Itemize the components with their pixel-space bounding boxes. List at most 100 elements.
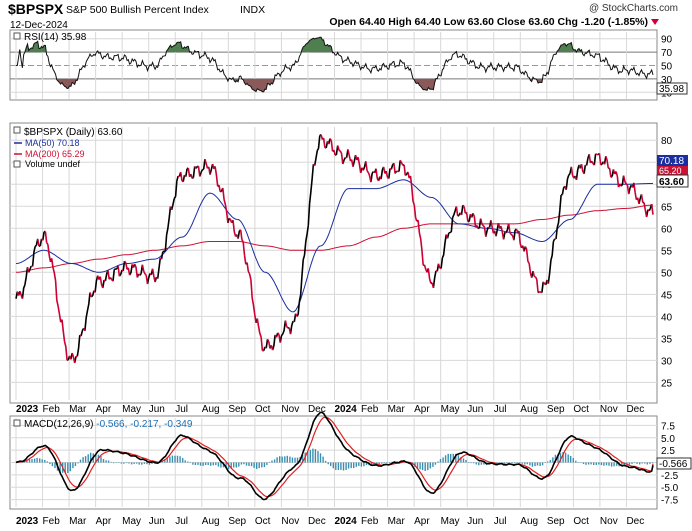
macd-histogram-bar xyxy=(432,462,434,467)
macd-histogram-bar xyxy=(536,462,539,466)
date-axis-bottom: 2023 Feb Mar Apr May Jun Jul Aug Sep Oct Nov Dec 202… xyxy=(16,516,644,527)
macd-histogram-bar xyxy=(176,455,179,463)
rsi-legend-swatch xyxy=(13,32,21,40)
price-tick-label: 55 xyxy=(661,246,673,257)
header-date: 12-Dec-2024 xyxy=(10,20,68,31)
macd-histogram-bar xyxy=(54,462,56,469)
macd-histogram-bar xyxy=(138,462,140,465)
macd-tick-label: -7.5 xyxy=(661,496,679,507)
macd-histogram-bar xyxy=(585,462,587,465)
macd-histogram-bar xyxy=(294,457,296,463)
macd-histogram-bar xyxy=(33,458,36,463)
macd-histogram-bar xyxy=(475,462,477,465)
macd-histogram-bar xyxy=(360,462,363,467)
macd-histogram-bar xyxy=(23,461,26,463)
axis-month-label: Aug xyxy=(520,404,538,415)
macd-histogram-bar xyxy=(570,456,572,463)
macd-histogram-bar xyxy=(233,462,235,468)
macd-histogram-bar xyxy=(90,452,92,463)
macd-tick-label: 5.0 xyxy=(661,434,675,445)
macd-histogram-bar xyxy=(44,460,46,463)
macd-histogram-bar xyxy=(250,462,253,467)
macd-histogram-bar xyxy=(307,451,309,463)
axis-month-label: Nov xyxy=(600,404,618,415)
axis-month-label: Nov xyxy=(600,516,618,527)
price-tick-label: 35 xyxy=(661,334,673,345)
macd-histogram-bar xyxy=(416,462,419,469)
macd-histogram-bar xyxy=(572,458,574,463)
macd-histogram-bar xyxy=(258,462,260,469)
macd-histogram-bar xyxy=(587,462,590,465)
macd-histogram-bar xyxy=(248,462,250,466)
macd-histogram-bar xyxy=(253,462,255,468)
macd-histogram-bar xyxy=(511,462,513,463)
macd-histogram-bar xyxy=(651,462,654,463)
axis-month-label: Sep xyxy=(547,516,565,527)
axis-month-label: Apr xyxy=(414,516,430,527)
macd-histogram-bar xyxy=(631,462,633,464)
macd-histogram-bar xyxy=(95,454,97,463)
axis-month-label: Sep xyxy=(228,404,246,415)
macd-histogram-bar xyxy=(639,462,641,465)
axis-month-label: Mar xyxy=(69,404,87,415)
axis-month-label: Jul xyxy=(494,516,507,527)
macd-histogram-bar xyxy=(577,462,580,463)
macd-histogram-bar xyxy=(613,462,615,467)
macd-histogram-bar xyxy=(317,451,319,463)
macd-histogram-bar xyxy=(84,456,87,463)
macd-histogram-bar xyxy=(327,462,329,465)
axis-month-label: Oct xyxy=(255,516,271,527)
macd-histogram-bar xyxy=(506,462,508,464)
axis-month-label: Aug xyxy=(202,404,220,415)
macd-histogram-bar xyxy=(28,459,31,463)
macd-histogram-bar xyxy=(519,462,521,463)
macd-histogram-bar xyxy=(166,458,168,463)
macd-histogram-bar xyxy=(266,462,268,465)
axis-month-label: Sep xyxy=(547,404,565,415)
price-panel: 807570656055504540353025 $BPSPX (Daily) … xyxy=(9,122,689,404)
macd-histogram-bar xyxy=(414,462,416,467)
macd-histogram-bar xyxy=(376,462,378,464)
price-line-down xyxy=(16,134,654,364)
rsi-label: RSI(14) 35.98 xyxy=(24,32,87,43)
axis-month-label: Jul xyxy=(494,404,507,415)
price-line-up xyxy=(15,133,653,364)
macd-last-tag-box xyxy=(656,457,692,470)
macd-histogram-bar xyxy=(355,462,357,467)
macd-tick-label: 7.5 xyxy=(661,421,675,432)
ma50-legend: MA(50) 70.18 xyxy=(25,138,80,148)
macd-histogram-bar xyxy=(478,462,480,466)
macd-histogram-bar xyxy=(125,462,128,463)
macd-histogram-bar xyxy=(575,460,577,463)
macd-histogram-bar xyxy=(462,458,465,463)
macd-histogram-bar xyxy=(207,462,209,466)
axis-month-label: Dec xyxy=(308,404,326,415)
macd-histogram-bar xyxy=(67,462,69,473)
macd-histogram-bar xyxy=(189,462,191,464)
macd-histogram-bar xyxy=(194,462,197,465)
price-tick-label: 25 xyxy=(661,378,673,389)
macd-histogram-bar xyxy=(199,462,202,466)
axis-month-label: Jun xyxy=(467,404,483,415)
macd-histogram-bar xyxy=(230,462,232,469)
axis-month-label: 2023 xyxy=(16,404,39,415)
macd-histogram-bar xyxy=(381,462,383,464)
axis-month-label: May xyxy=(441,404,460,415)
macd-histogram-bar xyxy=(626,462,628,465)
macd-histogram-bar xyxy=(324,460,327,463)
macd-histogram-bar xyxy=(187,461,189,463)
macd-histogram-bar xyxy=(391,461,393,463)
macd-histogram-bar xyxy=(296,457,299,463)
rsi-last-tag-box xyxy=(656,82,688,95)
macd-histogram-bar xyxy=(335,462,337,470)
macd-histogram-bar xyxy=(340,462,342,470)
macd-histogram-bar xyxy=(330,462,332,467)
rsi-tick-label: 70 xyxy=(661,48,673,59)
macd-histogram-bar xyxy=(314,449,317,463)
down-arrow-icon xyxy=(651,19,659,25)
macd-histogram-bar xyxy=(498,462,500,463)
axis-month-label: Feb xyxy=(361,516,379,527)
price-label: $BPSPX (Daily) 63.60 xyxy=(24,127,123,138)
macd-histogram-bar xyxy=(544,462,546,463)
